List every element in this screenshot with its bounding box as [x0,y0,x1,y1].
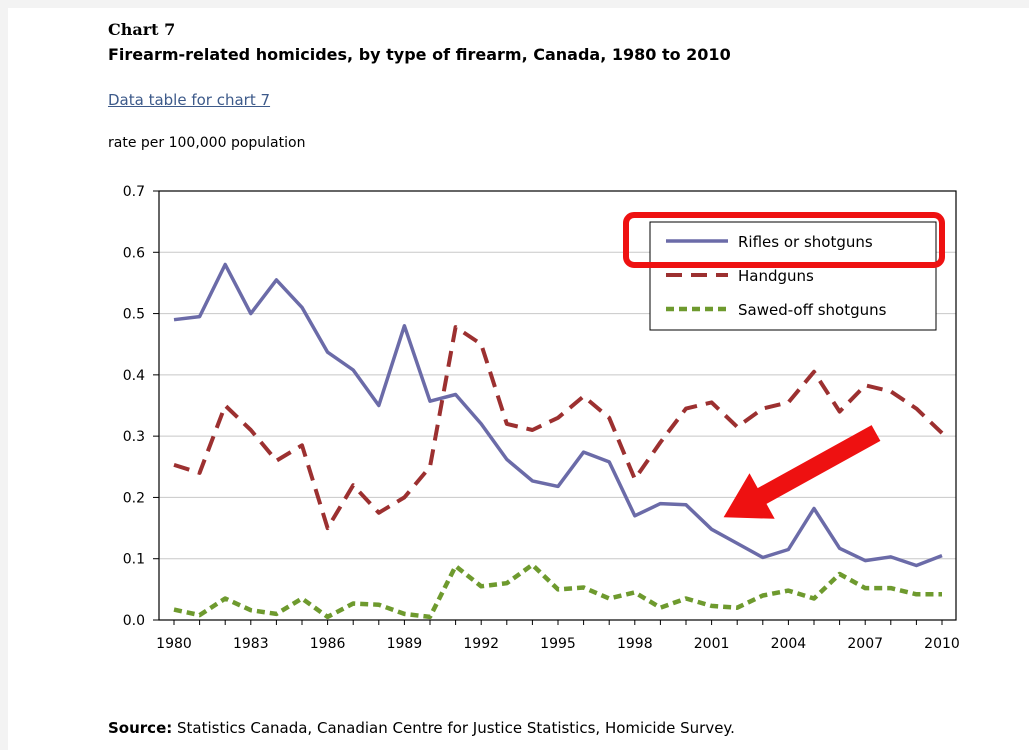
chart-title: Firearm-related homicides, by type of fi… [108,45,731,64]
plot-frame [158,190,957,621]
x-tick-label: 2007 [847,636,883,652]
series-line-rifles-or-shotguns [173,262,943,568]
chart-panel [8,8,1029,750]
annotation-arrow [723,425,881,519]
x-tick-label: 1998 [617,636,653,652]
x-tick-label: 1989 [387,636,423,652]
series-line-handguns [173,325,944,531]
x-tick-label: 1980 [156,636,192,652]
legend-label: Handguns [738,267,814,285]
y-tick-label: 0.4 [123,368,145,384]
x-tick-label: 1986 [310,636,346,652]
x-tick-label: 1983 [233,636,269,652]
highlight-box [623,212,945,268]
y-tick-label: 0.6 [123,245,145,261]
y-tick-label: 0.3 [123,429,145,445]
source-note: Source: Statistics Canada, Canadian Cent… [108,719,735,737]
y-tick-label: 0.1 [123,552,145,568]
legend-label: Sawed-off shotguns [738,301,887,319]
y-axis-title: rate per 100,000 population [108,135,306,151]
y-tick-label: 0.0 [123,613,145,629]
y-tick-label: 0.7 [123,184,145,200]
x-tick-label: 2004 [771,636,807,652]
data-table-link[interactable]: Data table for chart 7 [108,91,271,109]
source-text: Statistics Canada, Canadian Centre for J… [172,719,735,737]
y-tick-label: 0.2 [123,490,145,506]
source-label: Source: [108,719,173,737]
y-tick-label: 0.5 [123,307,145,323]
chart-number: Chart 7 [108,20,176,39]
x-tick-label: 2010 [924,636,960,652]
x-tick-label: 2001 [694,636,730,652]
series-line-sawed-off-shotguns [173,562,942,620]
x-tick-label: 1995 [540,636,576,652]
x-tick-label: 1992 [463,636,499,652]
legend-label: Rifles or shotguns [738,233,873,251]
